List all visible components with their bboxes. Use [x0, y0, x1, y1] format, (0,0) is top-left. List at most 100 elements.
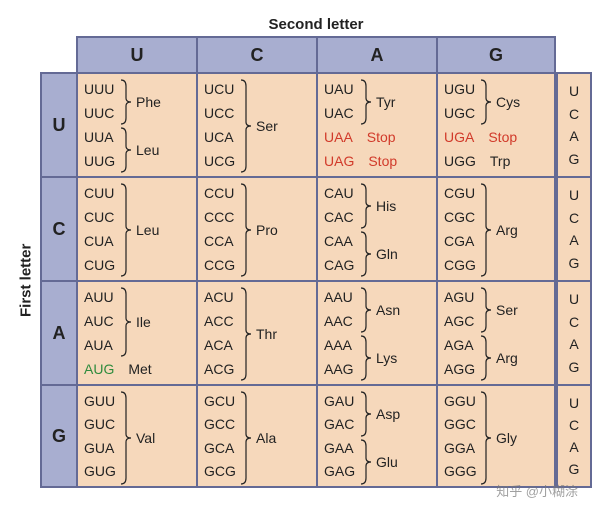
amino-acid: Glu	[376, 454, 398, 470]
row-header-G: G	[40, 384, 76, 488]
codon: UCG	[204, 153, 235, 169]
cell-AU: AUUAUCAUAAUGMetIle	[76, 280, 196, 384]
third-letter: G	[569, 151, 580, 167]
cell-CG: CGUCGCCGACGGArg	[436, 176, 556, 280]
third-letter: C	[569, 314, 579, 330]
codon: AUU	[84, 289, 114, 305]
codon: AGC	[444, 313, 474, 329]
col-header-G: G	[436, 36, 556, 72]
codon: GAC	[324, 416, 354, 432]
codon: GGU	[444, 393, 476, 409]
third-letter: A	[569, 439, 578, 455]
codon: UAA	[324, 129, 353, 145]
bracket-icon	[240, 390, 254, 486]
third-letter: G	[569, 461, 580, 477]
amino-acid: Phe	[136, 94, 161, 110]
cell-GG: GGUGGCGGAGGGGly	[436, 384, 556, 488]
codon: UUC	[84, 105, 114, 121]
bracket-icon	[120, 286, 134, 358]
codon: UAG	[324, 153, 354, 169]
codon: UAC	[324, 105, 354, 121]
cell-CA: CAUCACCAACAGHisGln	[316, 176, 436, 280]
amino-acid: Ile	[136, 314, 151, 330]
cell-AA: AAUAACAAAAAGAsnLys	[316, 280, 436, 384]
bracket-icon	[120, 182, 134, 278]
label-first-letter: First letter	[12, 72, 40, 488]
codon: CGA	[444, 233, 474, 249]
bracket-icon	[240, 286, 254, 382]
bracket-icon	[120, 390, 134, 486]
third-letter: U	[569, 291, 579, 307]
codon: AGU	[444, 289, 474, 305]
third-letter: C	[569, 106, 579, 122]
codon: CCG	[204, 257, 235, 273]
cell-CU: CUUCUCCUACUGLeu	[76, 176, 196, 280]
third-letter: A	[569, 232, 578, 248]
codon: UAU	[324, 81, 354, 97]
amino-acid: Arg	[496, 222, 518, 238]
codon: AUA	[84, 337, 113, 353]
cell-AC: ACUACCACAACGThr	[196, 280, 316, 384]
watermark: 知乎 @小糊涂	[496, 481, 578, 500]
row-header-C: C	[40, 176, 76, 280]
bracket-icon	[360, 230, 374, 278]
amino-acid: Asp	[376, 406, 400, 422]
codon: GCC	[204, 416, 235, 432]
amino-acid: Thr	[256, 326, 277, 342]
codon: UGG	[444, 153, 476, 169]
row-header-A: A	[40, 280, 76, 384]
cell-GA: GAUGACGAAGAGAspGlu	[316, 384, 436, 488]
codon: GAG	[324, 463, 355, 479]
amino-acid: Met	[128, 361, 151, 377]
codon: ACG	[204, 361, 234, 377]
amino-acid: Leu	[136, 222, 159, 238]
codon: GCA	[204, 440, 234, 456]
bracket-icon	[240, 182, 254, 278]
codon: UCA	[204, 129, 234, 145]
amino-acid: Stop	[368, 153, 397, 169]
row-header-U: U	[40, 72, 76, 176]
cell-UU: UUUUUCUUAUUGPheLeu	[76, 72, 196, 176]
amino-acid: Ser	[496, 302, 518, 318]
amino-acid: Ser	[256, 118, 278, 134]
bracket-icon	[120, 78, 134, 126]
amino-acid: Gly	[496, 430, 517, 446]
third-letter-col: UCAG	[556, 176, 592, 280]
cell-GC: GCUGCCGCAGCGAla	[196, 384, 316, 488]
codon: GUG	[84, 463, 116, 479]
codon: AAA	[324, 337, 352, 353]
amino-acid: Tyr	[376, 94, 395, 110]
third-letter: U	[569, 395, 579, 411]
amino-acid: Cys	[496, 94, 520, 110]
codon: CAA	[324, 233, 353, 249]
cell-UA: UAU UAC UAA Stop UAG Stop Tyr	[316, 72, 436, 176]
codon: AAG	[324, 361, 354, 377]
bracket-icon	[360, 78, 374, 126]
third-letter: C	[569, 417, 579, 433]
codon: GUU	[84, 393, 115, 409]
amino-acid: Stop	[367, 129, 396, 145]
codon: AAU	[324, 289, 353, 305]
third-letter: A	[569, 128, 578, 144]
codon: AUG	[84, 361, 114, 377]
amino-acid: Leu	[136, 142, 159, 158]
codon: ACU	[204, 289, 234, 305]
amino-acid: Val	[136, 430, 155, 446]
codon: AGA	[444, 337, 474, 353]
cell-GU: GUUGUCGUAGUGVal	[76, 384, 196, 488]
codon-table: Second letterUCAGFirst letterThird lette…	[12, 12, 588, 488]
amino-acid: Lys	[376, 350, 397, 366]
codon: CUC	[84, 209, 114, 225]
codon: AGG	[444, 361, 475, 377]
codon: UUG	[84, 153, 115, 169]
amino-acid: Pro	[256, 222, 278, 238]
bracket-icon	[480, 390, 494, 486]
third-letter-col: UCAG	[556, 384, 592, 488]
codon: UGU	[444, 81, 475, 97]
third-letter-col: UCAG	[556, 72, 592, 176]
codon: CCU	[204, 185, 234, 201]
codon: GAA	[324, 440, 354, 456]
codon: CAG	[324, 257, 354, 273]
codon: UGA	[444, 129, 474, 145]
codon: CCA	[204, 233, 234, 249]
